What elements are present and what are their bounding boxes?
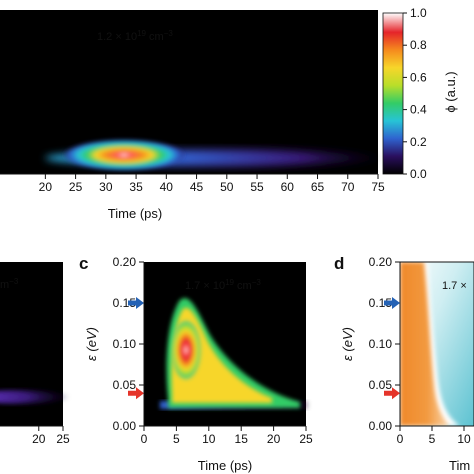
panel-d: d 1.7 × 0.00 0.05 0.10 0.15 0.20 0 5 10 ε (eV)… — [334, 254, 474, 473]
panel-top-x-tick-label: 35 — [129, 180, 143, 194]
panel-c-letter: c — [79, 254, 88, 273]
panel-d-y-tick-label: 0.15 — [369, 296, 393, 310]
colorbar-tick-label: 1.0 — [410, 6, 427, 20]
panel-c-heatmap — [160, 298, 308, 409]
panel-d-arrow — [384, 387, 400, 400]
panel-c-x-tick-label: 20 — [267, 432, 281, 446]
panel-top-x-tick-label: 25 — [69, 180, 83, 194]
panel-d-heatmap — [400, 262, 474, 426]
panel-top-x-ticks: 20 25 30 35 40 45 50 55 60 65 70 75 — [39, 174, 385, 194]
colorbar-tick-label: 0.4 — [410, 103, 427, 117]
panel-c-y-tick-label: 0.10 — [113, 337, 137, 351]
colorbar-label: ϕ (a.u.) — [443, 71, 458, 112]
panel-d-y-tick-label: 0.20 — [369, 255, 393, 269]
panel-c-x-tick-label: 25 — [299, 432, 313, 446]
panel-top-x-tick-label: 70 — [341, 180, 355, 194]
panel-b-x-tick-label: 25 — [56, 432, 70, 446]
colorbar-tick-label: 0.8 — [410, 38, 427, 52]
panel-b: m−3 20 25 — [0, 262, 70, 446]
panel-c-arrows — [128, 297, 144, 400]
panel-c-y-ticks: 0.00 0.05 0.10 0.15 0.20 — [113, 255, 144, 433]
panel-b-x-ticks: 20 25 — [32, 426, 70, 446]
panel-c-x-axis-label: Time (ps) — [198, 458, 252, 473]
panel-c-annotation: 1.7 × 1019 cm−3 — [185, 278, 261, 293]
panel-top-annotation: 1.2 × 1019 cm−3 — [97, 29, 173, 44]
panel-d-y-tick-label: 0.10 — [369, 337, 393, 351]
panel-d-y-ticks: 0.00 0.05 0.10 0.15 0.20 — [369, 255, 400, 433]
panel-c-y-tick-label: 0.00 — [113, 419, 137, 433]
panel-d-y-axis-label: ε (eV) — [340, 327, 355, 361]
panel-top-heatmap — [45, 139, 385, 171]
panel-top-hotspot — [62, 139, 186, 171]
panel-b-tail — [0, 390, 70, 404]
panel-top-x-tick-label: 20 — [39, 180, 53, 194]
panel-c-y-axis-label: ε (eV) — [84, 327, 99, 361]
panel-c-arrow — [128, 297, 144, 309]
panel-c-y-tick-label: 0.20 — [113, 255, 137, 269]
panel-c-hotspot — [171, 320, 201, 380]
panel-top-x-tick-label: 45 — [190, 180, 204, 194]
colorbar-tick-label: 0.0 — [410, 167, 427, 181]
panel-d-x-ticks: 0 5 10 — [397, 426, 471, 446]
panel-top: 1.2 × 1019 cm−3 20 25 30 35 40 45 50 55 60 65 70 75… — [0, 6, 458, 221]
panel-d-arrows — [384, 297, 400, 400]
panel-d-annotation: 1.7 × — [442, 280, 467, 292]
panel-top-x-tick-label: 40 — [160, 180, 174, 194]
panel-c-y-tick-label: 0.05 — [113, 378, 137, 392]
panel-d-x-tick-label: 10 — [457, 432, 471, 446]
panel-d-x-axis-label: Tim — [449, 458, 470, 473]
panel-top-x-tick-label: 65 — [311, 180, 325, 194]
panel-b-x-tick-label: 20 — [32, 432, 46, 446]
panel-top-x-tick-label: 75 — [371, 180, 385, 194]
panel-top-x-tick-label: 55 — [250, 180, 264, 194]
panel-c-x-tick-label: 10 — [202, 432, 216, 446]
panel-d-letter: d — [334, 254, 344, 273]
panel-d-y-tick-label: 0.05 — [369, 378, 393, 392]
panel-d-x-tick-label: 5 — [429, 432, 436, 446]
panel-c-arrow — [128, 387, 144, 400]
colorbar-tick-label: 0.6 — [410, 70, 427, 84]
panel-d-y-tick-label: 0.00 — [369, 419, 393, 433]
panel-top-x-axis-label: Time (ps) — [108, 206, 162, 221]
panel-top-x-tick-label: 30 — [99, 180, 113, 194]
panel-d-arrow — [384, 297, 400, 309]
colorbar-tick-label: 0.2 — [410, 135, 427, 149]
panel-top-x-tick-label: 50 — [220, 180, 234, 194]
panel-c-x-tick-label: 5 — [173, 432, 180, 446]
panel-b-annotation: m−3 — [0, 277, 19, 292]
colorbar-ticks: 0.0 0.2 0.4 0.6 0.8 1.0 — [403, 6, 427, 181]
panel-top-x-tick-label: 60 — [281, 180, 295, 194]
panel-d-x-tick-label: 0 — [397, 432, 404, 446]
panel-c-x-ticks: 0 5 10 15 20 25 — [141, 426, 313, 446]
panel-c-x-tick-label: 0 — [141, 432, 148, 446]
panel-top-plot-area — [0, 10, 378, 174]
panel-d-warm-region — [400, 262, 450, 426]
panel-c-x-tick-label: 15 — [235, 432, 249, 446]
panel-c: c 1.7 × 1019 cm−3 0.00 0.05 0.10 0.15 0.20 0… — [79, 254, 313, 473]
panel-c-y-tick-label: 0.15 — [113, 296, 137, 310]
colorbar: 0.0 0.2 0.4 0.6 0.8 1.0 ϕ (a.u.) — [382, 6, 458, 181]
colorbar-gradient — [382, 12, 404, 175]
